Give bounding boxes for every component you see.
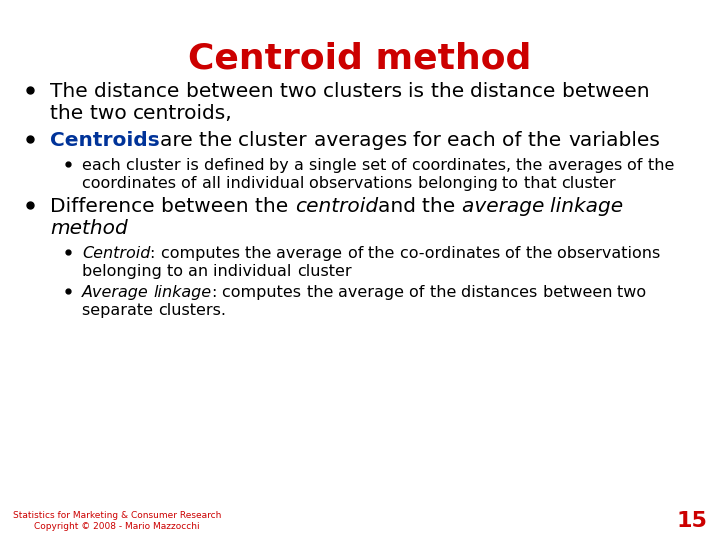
Text: single: single (309, 158, 362, 173)
Text: averages: averages (313, 131, 413, 150)
Text: to: to (167, 264, 188, 279)
Text: the: the (647, 158, 679, 173)
Text: distances: distances (462, 285, 543, 300)
Text: variables: variables (568, 131, 660, 150)
Text: method: method (50, 219, 127, 238)
Text: clusters: clusters (323, 82, 408, 101)
Text: of: of (505, 246, 526, 261)
Text: centroids,: centroids, (132, 104, 233, 123)
Text: centroid: centroid (294, 197, 378, 216)
Text: of: of (392, 158, 412, 173)
Text: the: the (422, 197, 462, 216)
Text: of: of (348, 246, 368, 261)
Text: the: the (516, 158, 548, 173)
Text: linkage: linkage (154, 285, 212, 300)
Text: belonging: belonging (418, 176, 503, 191)
Text: the: the (245, 246, 276, 261)
Text: all: all (202, 176, 225, 191)
Text: set: set (362, 158, 392, 173)
Text: :: : (150, 246, 161, 261)
Text: co-ordinates: co-ordinates (400, 246, 505, 261)
Text: two: two (89, 104, 132, 123)
Text: a: a (294, 158, 309, 173)
Text: average: average (276, 246, 348, 261)
Text: and: and (378, 197, 422, 216)
Text: cluster: cluster (238, 131, 313, 150)
Text: computes: computes (222, 285, 307, 300)
Text: Centroid method: Centroid method (189, 42, 531, 75)
Text: :: : (212, 285, 222, 300)
Text: defined: defined (204, 158, 269, 173)
Text: cluster: cluster (562, 176, 616, 191)
Text: distance: distance (94, 82, 186, 101)
Text: average: average (338, 285, 409, 300)
Text: the: the (526, 246, 557, 261)
Text: linkage: linkage (551, 197, 630, 216)
Text: separate: separate (82, 303, 158, 318)
Text: individual: individual (225, 176, 309, 191)
Text: Centroid: Centroid (82, 246, 150, 261)
Text: averages: averages (548, 158, 627, 173)
Text: an: an (188, 264, 213, 279)
Text: observations: observations (557, 246, 665, 261)
Text: between: between (161, 197, 255, 216)
Text: is: is (408, 82, 431, 101)
Text: the: the (430, 285, 462, 300)
Text: observations: observations (309, 176, 418, 191)
Text: the: the (431, 82, 470, 101)
Text: Centroids: Centroids (50, 131, 160, 150)
Text: 15: 15 (676, 511, 707, 531)
Text: by: by (269, 158, 294, 173)
Text: belonging: belonging (82, 264, 167, 279)
Text: are: are (160, 131, 199, 150)
Text: of: of (503, 131, 528, 150)
Text: distance: distance (470, 82, 562, 101)
Text: the: the (528, 131, 568, 150)
Text: between: between (186, 82, 280, 101)
Text: each: each (82, 158, 126, 173)
Text: two: two (617, 285, 652, 300)
Text: cluster: cluster (297, 264, 351, 279)
Text: of: of (627, 158, 647, 173)
Text: to: to (503, 176, 523, 191)
Text: between: between (562, 82, 656, 101)
Text: Statistics for Marketing & Consumer Research
Copyright © 2008 - Mario Mazzocchi: Statistics for Marketing & Consumer Rese… (13, 511, 221, 531)
Text: cluster: cluster (126, 158, 186, 173)
Text: two: two (280, 82, 323, 101)
Text: clusters.: clusters. (158, 303, 226, 318)
Text: of: of (409, 285, 430, 300)
Text: computes: computes (161, 246, 245, 261)
Text: Difference: Difference (50, 197, 161, 216)
Text: is: is (186, 158, 204, 173)
Text: between: between (543, 285, 617, 300)
Text: the: the (255, 197, 294, 216)
Text: each: each (447, 131, 503, 150)
Text: that: that (523, 176, 562, 191)
Text: the: the (307, 285, 338, 300)
Text: the: the (199, 131, 238, 150)
Text: coordinates: coordinates (82, 176, 181, 191)
Text: the: the (50, 104, 89, 123)
Text: coordinates,: coordinates, (412, 158, 516, 173)
Text: Average: Average (82, 285, 154, 300)
Text: the: the (368, 246, 400, 261)
Text: of: of (181, 176, 202, 191)
Text: for: for (413, 131, 447, 150)
Text: average: average (462, 197, 551, 216)
Text: The: The (50, 82, 94, 101)
Text: individual: individual (213, 264, 297, 279)
